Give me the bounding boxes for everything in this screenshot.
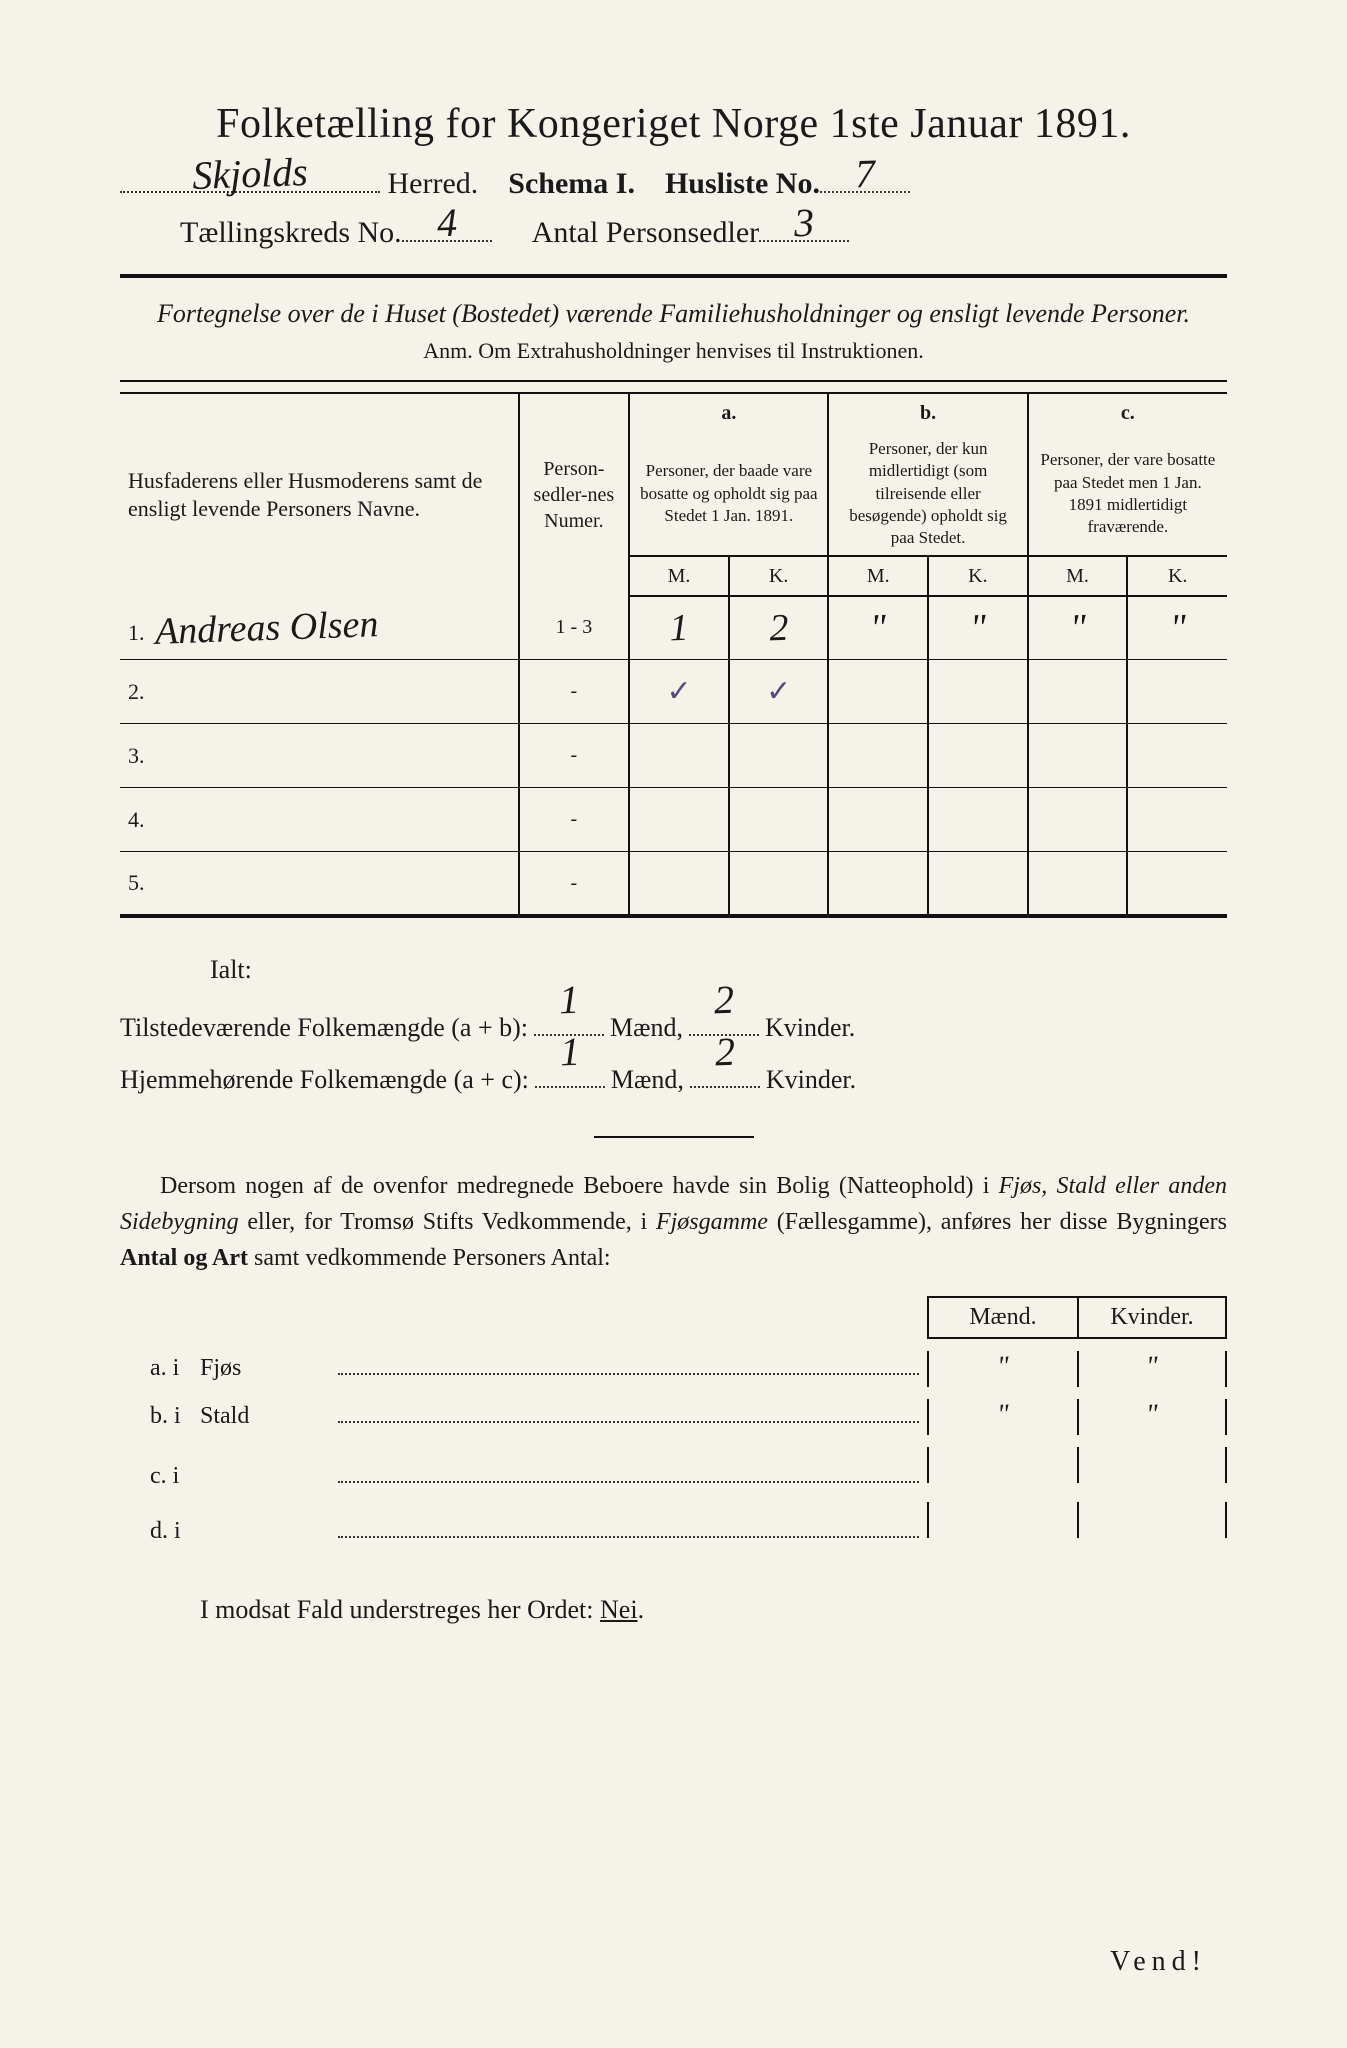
subtitle: Fortegnelse over de i Huset (Bostedet) v… (120, 296, 1227, 332)
divider-thin (120, 380, 1227, 382)
page-title: Folketælling for Kongeriget Norge 1ste J… (120, 100, 1227, 148)
col-header-c-label: c. (1028, 393, 1227, 432)
table-body: 1.Andreas Olsen 1 - 3 1 2 " " " " 2. - ✓… (120, 596, 1227, 916)
kvinder-header: Kvinder. (1077, 1296, 1227, 1339)
col-b-k: K. (928, 556, 1028, 596)
col-header-a-label: a. (629, 393, 828, 432)
vend-label: Vend! (1110, 1946, 1207, 1978)
personsedler-value: 3 (783, 198, 825, 246)
schema-label: Schema I. (508, 167, 635, 201)
herred-label: Herred. (380, 167, 478, 201)
table-row: 2. - ✓ ✓ (120, 660, 1227, 724)
col-header-c: Personer, der vare bosatte paa Stedet me… (1028, 432, 1227, 555)
table-row: 3. - (120, 724, 1227, 788)
census-form-page: Folketælling for Kongeriget Norge 1ste J… (0, 0, 1347, 2048)
husliste-label: Husliste No. (665, 167, 820, 201)
herred-value: Skjolds (191, 148, 308, 199)
table-row: 1.Andreas Olsen 1 - 3 1 2 " " " " (120, 596, 1227, 660)
bldg-row: d. i (120, 1502, 1227, 1545)
husliste-value: 7 (844, 149, 886, 197)
col-a-m: M. (629, 556, 729, 596)
mk-header: Mænd. Kvinder. (120, 1296, 1227, 1339)
personsedler-label: Antal Personsedler (532, 216, 759, 250)
col-c-k: K. (1127, 556, 1227, 596)
maend-header: Mænd. (927, 1296, 1077, 1339)
table-row: 5. - (120, 852, 1227, 916)
totals-line-2: Hjemmehørende Folkemængde (a + c): 1 Mæn… (120, 1054, 1227, 1106)
col-c-m: M. (1028, 556, 1128, 596)
header-row-1: Skjolds Herred. Schema I. Husliste No. 7 (120, 160, 1227, 201)
table-row: 4. - (120, 788, 1227, 852)
totals-block: Ialt: Tilstedeværende Folkemængde (a + b… (120, 944, 1227, 1106)
anm-note: Anm. Om Extrahusholdninger henvises til … (120, 338, 1227, 364)
footer-line: I modsat Fald understreges her Ordet: Ne… (120, 1595, 1227, 1625)
main-table: Husfaderens eller Husmoderens samt de en… (120, 392, 1227, 917)
col-b-m: M. (828, 556, 928, 596)
col-header-num: Person-sedler-nes Numer. (519, 393, 630, 595)
bldg-row: b. i Stald " " (120, 1399, 1227, 1435)
col-a-k: K. (729, 556, 829, 596)
totals-line-1: Tilstedeværende Folkemængde (a + b): 1 M… (120, 1002, 1227, 1054)
divider-thick (120, 274, 1227, 278)
col-header-b: Personer, der kun midlertidigt (som tilr… (828, 432, 1027, 555)
bldg-row: a. i Fjøs " " (120, 1351, 1227, 1387)
bldg-row: c. i (120, 1447, 1227, 1490)
row-name: Andreas Olsen (154, 602, 379, 654)
short-divider (594, 1136, 754, 1138)
kreds-label: Tællingskreds No. (180, 216, 402, 250)
col-header-b-label: b. (828, 393, 1027, 432)
header-row-2: Tællingskreds No. 4 Antal Personsedler 3 (120, 209, 1227, 250)
kreds-value: 4 (426, 198, 468, 246)
col-header-name: Husfaderens eller Husmoderens samt de en… (120, 393, 519, 595)
col-header-a: Personer, der baade vare bosatte og opho… (629, 432, 828, 555)
building-paragraph: Dersom nogen af de ovenfor medregnede Be… (120, 1168, 1227, 1276)
building-list: a. i Fjøs " " b. i Stald " " c. i d. i (120, 1351, 1227, 1545)
